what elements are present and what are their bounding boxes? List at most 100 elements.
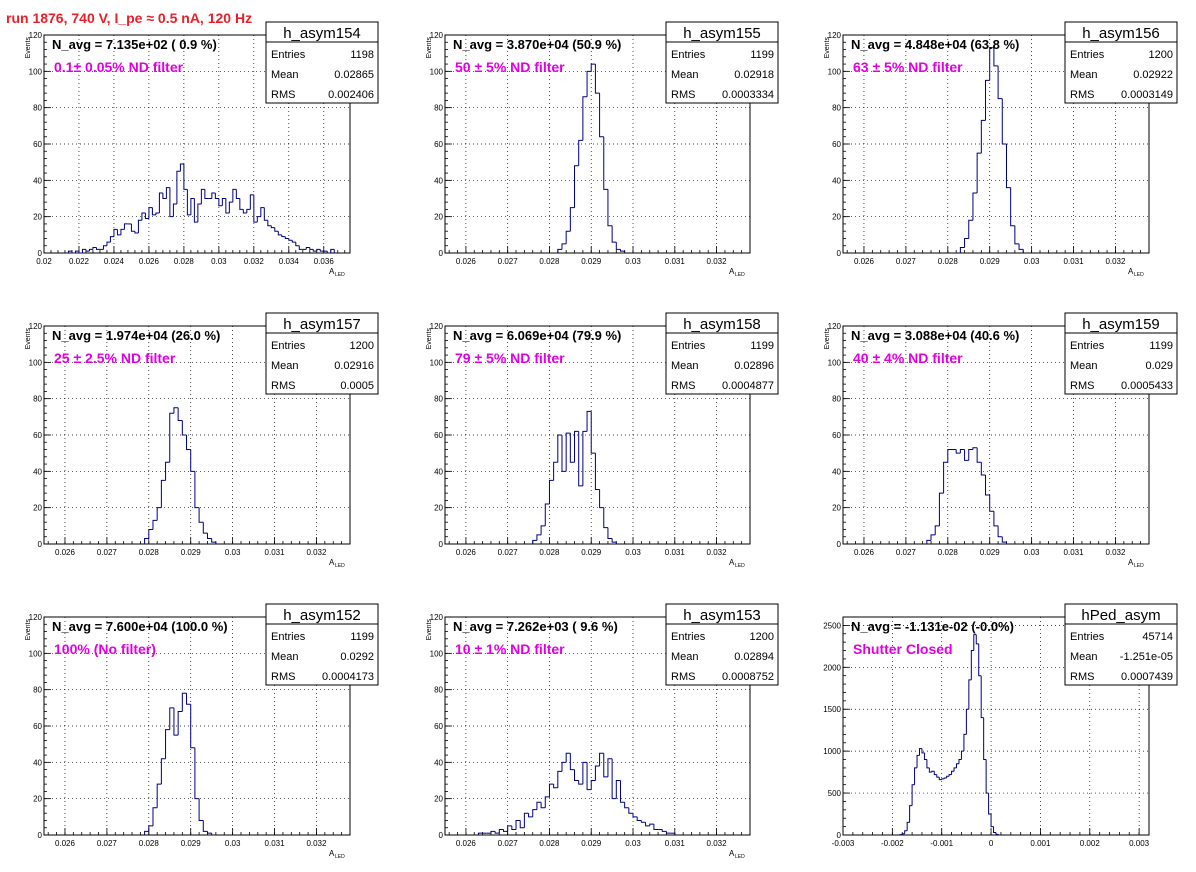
x-tick-label: 0.03 — [211, 257, 227, 266]
stats-label: RMS — [1070, 380, 1094, 392]
y-tick-label: 20 — [434, 504, 443, 513]
x-tick-label: 0.028 — [539, 257, 560, 266]
x-axis-label: A — [729, 849, 735, 858]
histogram-bin — [169, 707, 174, 730]
filter-annotation: 50 ± 5% ND filter — [455, 59, 565, 75]
y-tick-label: 60 — [832, 140, 841, 149]
histogram-bin — [561, 761, 567, 772]
histogram-bin — [955, 449, 961, 454]
histogram-name: h_asym158 — [683, 316, 761, 333]
x-tick-label: 0 — [989, 839, 994, 848]
histogram-bin — [926, 759, 930, 769]
navg-annotation: N_avg = 7.600e+04 (100.0 %) — [52, 619, 228, 634]
histogram-bin — [120, 228, 125, 235]
x-axis-label-subscript: LED — [1134, 272, 1144, 278]
stats-value: 0.029 — [1145, 360, 1173, 372]
histogram-bin — [249, 194, 254, 210]
y-tick-label: 80 — [434, 395, 443, 404]
stats-label: Entries — [1070, 340, 1105, 352]
stats-box: h_asym152 Entries 1199 Mean 0.0292 RMS 0.00041… — [265, 603, 379, 686]
histogram-bin — [619, 249, 625, 252]
histogram-bin — [963, 733, 967, 752]
x-tick-label: 0.026 — [456, 839, 477, 848]
histogram-bin — [931, 770, 935, 773]
histogram-bin — [586, 762, 592, 791]
histogram-bin — [277, 231, 282, 236]
stats-box: h_asym157 Entries 1200 Mean 0.02916 RMS 0.0005 — [265, 312, 379, 395]
histogram-bin — [557, 434, 562, 463]
histogram-bin — [137, 219, 142, 234]
histogram-bin — [305, 247, 310, 250]
x-tick-label: 0.032 — [1105, 257, 1126, 266]
histogram-bin — [569, 753, 575, 771]
histogram-bin — [578, 780, 583, 785]
stats-value: 1199 — [350, 631, 374, 643]
histogram-bin — [194, 747, 200, 800]
histogram-bin — [144, 830, 149, 835]
histogram-bin — [507, 825, 512, 832]
y-tick-label: 1500 — [823, 705, 841, 714]
histogram-name: h_asym153 — [683, 607, 761, 624]
x-tick-label: 0.029 — [181, 548, 202, 557]
y-tick-label: 60 — [832, 431, 841, 440]
stats-label: RMS — [271, 380, 295, 392]
y-tick-label: 0 — [38, 831, 43, 840]
y-tick-label: 60 — [434, 431, 443, 440]
y-tick-label: 20 — [33, 504, 42, 513]
y-tick-label: 100 — [828, 358, 842, 367]
x-tick-label: 0.026 — [854, 548, 875, 557]
histogram-bin — [515, 819, 521, 830]
histogram-bin — [943, 461, 948, 494]
y-axis-label: Events — [824, 328, 831, 350]
navg-annotation: N_avg = 4.848e+04 (63.8 %) — [851, 37, 1019, 52]
histogram-bin — [906, 821, 910, 831]
x-tick-label: 0.029 — [181, 839, 202, 848]
y-tick-label: 60 — [33, 722, 42, 731]
histogram-bin — [590, 411, 596, 454]
stats-label: RMS — [671, 380, 695, 392]
histogram-bin — [619, 780, 625, 803]
histogram-bin — [1010, 187, 1015, 227]
histogram-bin — [214, 193, 219, 199]
x-tick-label: 0.029 — [581, 257, 602, 266]
histogram-bin — [528, 813, 533, 818]
navg-annotation: N_avg = -1.131e-02 (-0.0%) — [851, 619, 1014, 634]
histogram-panel-h_asym152: 0.026 0.027 0.028 0.029 0.03 0.031 0.032 0 20 40 6… — [25, 603, 379, 860]
histogram-bin — [972, 447, 978, 450]
histogram-bin — [972, 192, 978, 221]
x-tick-label: 0.03 — [225, 548, 241, 557]
x-tick-label: 0.027 — [498, 839, 519, 848]
x-axis-label-subscript: LED — [335, 854, 345, 860]
histogram-bin — [590, 780, 596, 790]
y-tick-label: 80 — [434, 686, 443, 695]
stats-value: 0.0292 — [340, 651, 374, 663]
y-axis-label: Events — [426, 328, 433, 350]
histogram-bin — [330, 248, 335, 253]
stats-label: Mean — [271, 651, 299, 663]
y-tick-label: 120 — [29, 322, 43, 331]
y-tick-label: 100 — [430, 649, 444, 658]
stats-box-frame — [1064, 312, 1178, 395]
x-tick-label: 0.03 — [625, 548, 641, 557]
x-tick-label: 0.027 — [97, 548, 118, 557]
histogram-bin — [160, 758, 166, 785]
histogram-bin — [921, 748, 925, 754]
histogram-bin — [636, 816, 642, 821]
stats-value: 1200 — [1149, 49, 1173, 61]
x-tick-label: 0.027 — [498, 257, 519, 266]
x-tick-label: 0.028 — [174, 257, 195, 266]
histogram-bin — [904, 830, 908, 834]
stats-value: -1.251e-05 — [1120, 651, 1173, 663]
x-tick-label: 0.003 — [1129, 839, 1150, 848]
histogram-bin — [235, 189, 240, 199]
y-tick-label: 100 — [430, 67, 444, 76]
histogram-bin — [511, 825, 517, 831]
histogram-name: hPed_asym — [1081, 607, 1160, 624]
stats-value: 1200 — [750, 631, 774, 643]
histogram-bin — [200, 188, 205, 204]
histogram-bin — [494, 831, 500, 834]
histogram-bin — [92, 247, 97, 250]
histogram-bin — [151, 207, 156, 216]
histogram-bin — [179, 163, 184, 172]
